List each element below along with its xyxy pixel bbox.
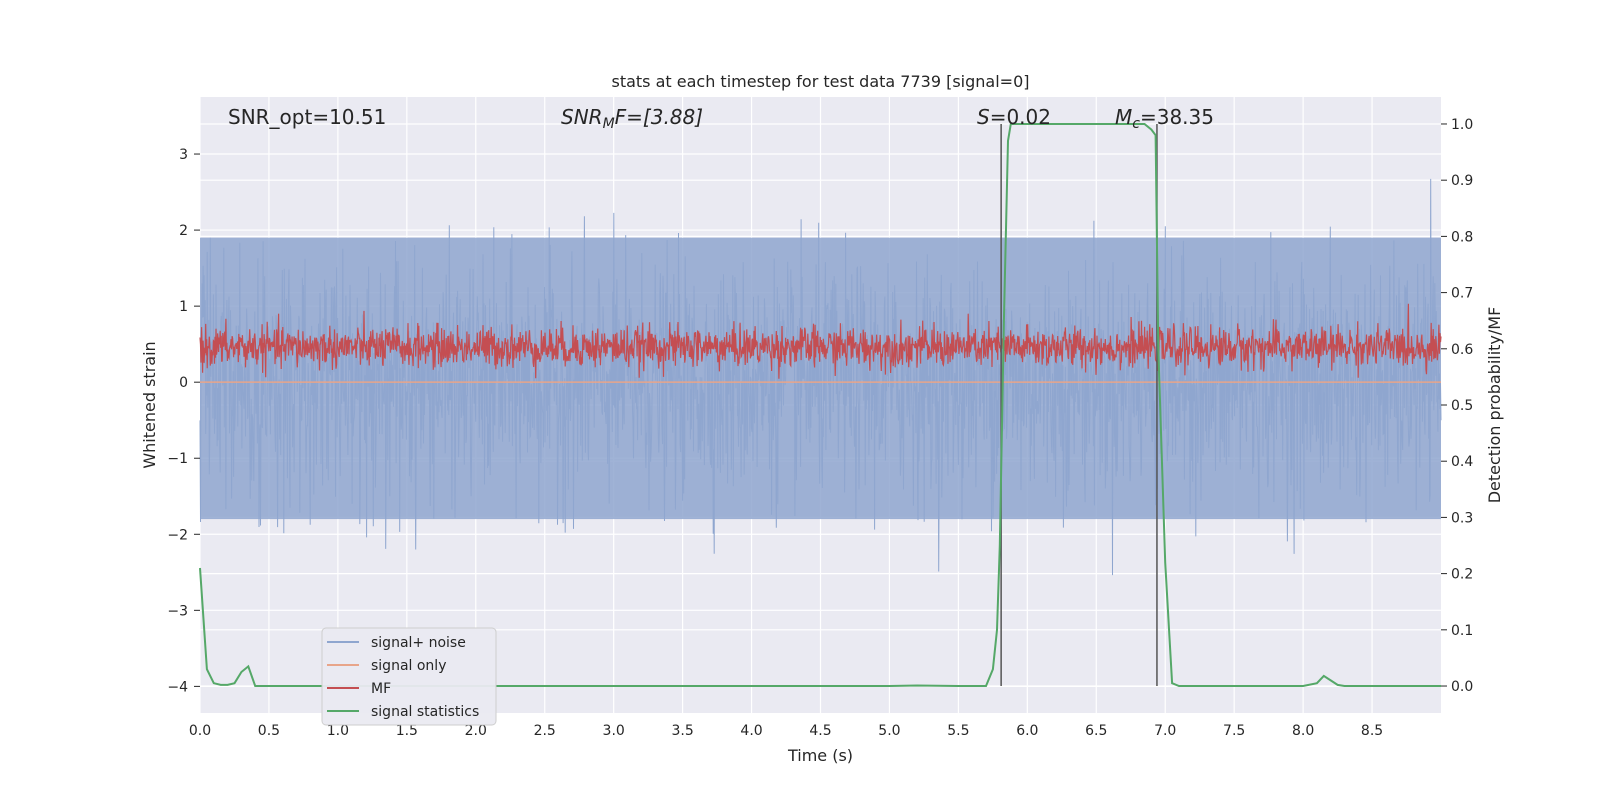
x-tick-label: 3.0	[603, 723, 625, 739]
y-tick-label: 1	[179, 299, 188, 315]
y2-tick-label: 0.3	[1451, 510, 1473, 526]
y-tick-label: −4	[167, 679, 188, 695]
y2-tick-label: 0.0	[1451, 679, 1473, 695]
x-tick-label: 2.5	[534, 723, 556, 739]
y-tick-label: 3	[179, 147, 188, 163]
y2-tick-label: 1.0	[1451, 117, 1473, 133]
y2-tick-label: 0.2	[1451, 567, 1473, 583]
x-tick-label: 4.0	[740, 723, 762, 739]
x-tick-label: 8.5	[1361, 723, 1383, 739]
x-tick-label: 7.5	[1223, 723, 1245, 739]
x-axis-label: Time (s)	[787, 746, 853, 765]
legend: signal+ noise signal only MF signal statist…	[321, 627, 497, 726]
legend-label: signal+ noise	[371, 635, 466, 651]
y-axis-label: Whitened strain	[140, 341, 159, 468]
y2-axis-ticks: 1.0 0.9 0.8 0.7 0.6 0.5 0.4 0.3 0.2 0.1 0.0	[1441, 117, 1473, 695]
signal-statistics-series	[199, 123, 1441, 687]
annotation-snr-mf-suffix: F=[3.88]	[615, 105, 703, 129]
y2-tick-label: 0.9	[1451, 173, 1473, 189]
x-axis-ticks: 0.0 0.5 1.0 1.5 2.0 2.5 3.0 3.5 4.0 4.5 5.0 5.5 6.0 6…	[189, 723, 1383, 739]
x-tick-label: 5.5	[947, 723, 969, 739]
signal-noise-line	[199, 178, 1442, 576]
x-tick-label: 1.0	[327, 723, 349, 739]
signal-noise-series	[199, 178, 1442, 576]
x-tick-label: 0.5	[258, 723, 280, 739]
y-tick-label: 2	[179, 223, 188, 239]
y2-tick-label: 0.6	[1451, 342, 1473, 358]
y2-axis-label: Detection probability/MF	[1485, 307, 1504, 504]
y2-tick-label: 0.5	[1451, 398, 1473, 414]
y-axis-ticks: 3 2 1 0 −1 −2 −3 −4	[167, 147, 200, 695]
x-tick-label: 6.0	[1016, 723, 1038, 739]
annotation-snr-opt: SNR_opt=10.51	[228, 105, 386, 129]
x-tick-label: 1.5	[396, 723, 418, 739]
annotation-snr-mf: SNRMF=[3.88]	[561, 105, 703, 132]
chart-title: stats at each timestep for test data 773…	[611, 72, 1029, 91]
y-tick-label: −1	[167, 451, 188, 467]
annotation-s-label: S	[977, 105, 990, 129]
annotation-mc: Mc=38.35	[1115, 105, 1214, 132]
annotation-s: S=0.02	[977, 105, 1051, 129]
y-tick-label: 0	[179, 375, 188, 391]
legend-label: MF	[371, 681, 391, 697]
x-tick-label: 0.0	[189, 723, 211, 739]
x-tick-label: 4.5	[809, 723, 831, 739]
y2-tick-label: 0.1	[1451, 623, 1473, 639]
x-tick-label: 6.5	[1085, 723, 1107, 739]
signal-statistics-line	[199, 123, 1441, 687]
x-tick-label: 2.0	[465, 723, 487, 739]
y-tick-label: −2	[167, 527, 188, 543]
legend-label: signal statistics	[371, 704, 479, 720]
x-tick-label: 5.0	[878, 723, 900, 739]
x-tick-label: 7.0	[1154, 723, 1176, 739]
y2-tick-label: 0.4	[1451, 454, 1473, 470]
legend-label: signal only	[371, 658, 446, 674]
legend-box	[321, 627, 497, 726]
x-tick-label: 8.0	[1292, 723, 1314, 739]
mf-series	[199, 303, 1442, 379]
annotation-snr-mf-prefix: SNR	[561, 105, 603, 129]
annotation-s-value: =0.02	[990, 105, 1051, 129]
y-tick-label: −3	[167, 603, 188, 619]
y2-tick-label: 0.8	[1451, 229, 1473, 245]
x-tick-label: 3.5	[671, 723, 693, 739]
annotation-mc-label: M	[1115, 105, 1132, 129]
mf-line	[199, 303, 1442, 379]
annotation-snr-mf-sub: M	[603, 116, 615, 132]
annotation-mc-sub: c	[1132, 116, 1140, 132]
y2-tick-label: 0.7	[1451, 286, 1473, 302]
annotation-mc-value: =38.35	[1140, 105, 1214, 129]
